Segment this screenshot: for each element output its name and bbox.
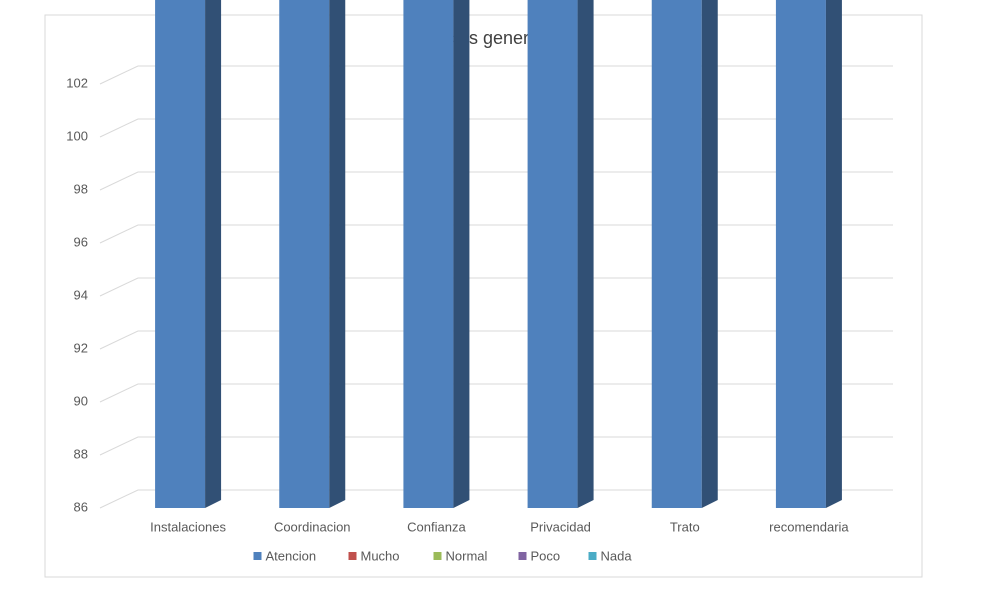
- y-tick-label: 90: [74, 393, 88, 408]
- grid-line: [99, 65, 893, 85]
- y-tick-label: 96: [74, 234, 88, 249]
- grid-line: [99, 330, 893, 350]
- grid-line: [99, 277, 893, 297]
- bar-front: [527, 0, 578, 509]
- legend-label: Atencion: [266, 548, 317, 563]
- bar-side: [453, 0, 470, 508]
- y-tick-label: 102: [66, 75, 88, 90]
- x-tick-label: Privacidad: [530, 519, 591, 534]
- bar-front: [403, 0, 454, 508]
- grid-line: [99, 489, 893, 509]
- bar-side: [205, 0, 222, 508]
- legend-swatch: [253, 552, 262, 560]
- legend-swatch: [433, 552, 442, 560]
- bar-side: [329, 0, 346, 508]
- legend-label: Poco: [531, 548, 561, 563]
- grid-line: [99, 171, 893, 191]
- x-tick-label: Trato: [670, 519, 700, 534]
- legend-swatch: [518, 552, 527, 560]
- bar-side: [577, 0, 594, 508]
- grid-line: [99, 436, 893, 456]
- legend-label: Mucho: [361, 548, 400, 563]
- y-tick-label: 86: [74, 499, 88, 514]
- bar-front: [651, 0, 702, 508]
- bar-front: [279, 0, 330, 508]
- x-tick-label: recomendaria: [769, 519, 849, 534]
- legend-swatch: [348, 552, 357, 560]
- legend-swatch: [588, 552, 597, 560]
- bar-side: [825, 0, 842, 508]
- bar-front: [775, 0, 826, 508]
- y-tick-label: 88: [74, 446, 88, 461]
- legend-label: Normal: [446, 548, 488, 563]
- x-tick-label: Confianza: [407, 519, 466, 534]
- x-tick-label: Instalaciones: [150, 519, 226, 534]
- y-tick-label: 100: [66, 128, 88, 143]
- grid-line: [99, 224, 893, 244]
- bar-front: [155, 0, 206, 508]
- grid-line: [99, 383, 893, 403]
- y-tick-label: 94: [74, 287, 88, 302]
- y-tick-label: 92: [74, 340, 88, 355]
- x-tick-label: Coordinacion: [274, 519, 351, 534]
- legend-label: Nada: [601, 548, 633, 563]
- grid-line: [99, 118, 893, 138]
- y-tick-label: 98: [74, 181, 88, 196]
- bar-side: [701, 0, 718, 508]
